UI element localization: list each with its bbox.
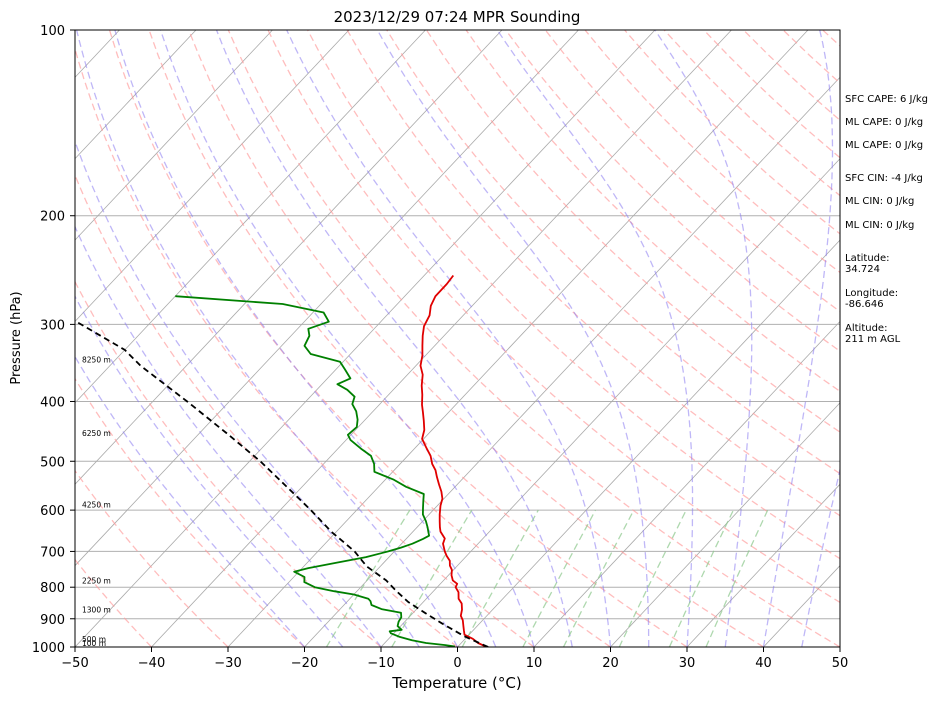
height-label: 8250 m bbox=[82, 355, 111, 364]
plot-frame bbox=[75, 30, 840, 647]
ml-cape-stat: ML CAPE: 0 J/kg bbox=[845, 140, 923, 151]
isotherm-line bbox=[0, 30, 196, 647]
altitude-stat: Altitude: 211 m AGL bbox=[845, 323, 900, 345]
moist-adiabat-line bbox=[15, 30, 381, 647]
y-axis-label: Pressure (hPa) bbox=[9, 291, 24, 384]
ml-cape-stat: ML CAPE: 0 J/kg bbox=[845, 117, 923, 128]
height-label: 6250 m bbox=[82, 429, 111, 438]
y-tick-label: 1000 bbox=[32, 641, 65, 656]
isotherm-line bbox=[152, 30, 732, 647]
height-label: 2250 m bbox=[82, 576, 111, 585]
background-lines bbox=[0, 30, 947, 647]
y-tick-label: 300 bbox=[40, 318, 65, 333]
mixing-ratio-line bbox=[706, 510, 768, 647]
y-tick-label: 200 bbox=[40, 210, 65, 225]
y-tick-label: 600 bbox=[40, 504, 65, 519]
x-tick-label: −10 bbox=[367, 656, 394, 671]
chart-title: 2023/12/29 07:24 MPR Sounding bbox=[334, 8, 581, 26]
y-tick-label: 500 bbox=[40, 455, 65, 470]
y-tick-label: 400 bbox=[40, 395, 65, 410]
isotherm-line bbox=[228, 30, 808, 647]
mixing-ratio-line bbox=[669, 510, 733, 647]
axes: 1002003004005006007008009001000−50−40−30… bbox=[32, 24, 848, 671]
dry-adiabat-line bbox=[0, 30, 228, 647]
height-label: 4250 m bbox=[82, 501, 111, 510]
x-tick-label: 20 bbox=[602, 656, 619, 671]
x-tick-label: −20 bbox=[291, 656, 318, 671]
dry-adiabat-line bbox=[70, 30, 534, 647]
x-tick-label: −50 bbox=[61, 656, 88, 671]
ml-cin-stat: ML CIN: 0 J/kg bbox=[845, 196, 914, 207]
x-tick-label: −30 bbox=[214, 656, 241, 671]
dry-adiabat-line bbox=[30, 30, 457, 647]
y-tick-label: 900 bbox=[40, 613, 65, 628]
height-label: 500 m bbox=[82, 635, 106, 644]
y-tick-label: 800 bbox=[40, 581, 65, 596]
latitude-stat: Latitude: 34.724 bbox=[845, 253, 890, 275]
x-tick-label: 50 bbox=[832, 656, 849, 671]
moist-adiabat-line bbox=[115, 30, 496, 647]
x-tick-label: −40 bbox=[138, 656, 165, 671]
mixing-ratio-line bbox=[619, 510, 686, 647]
moist-adiabat-line bbox=[44, 30, 420, 647]
y-tick-label: 700 bbox=[40, 545, 65, 560]
x-tick-label: 30 bbox=[679, 656, 696, 671]
ml-cin-stat: ML CIN: 0 J/kg bbox=[845, 220, 914, 231]
mixing-ratio-line bbox=[392, 510, 472, 647]
isotherm-line bbox=[0, 30, 578, 647]
mixing-ratio-line bbox=[523, 510, 596, 647]
dry-adiabat-line bbox=[189, 30, 764, 647]
sfc-cape-stat: SFC CAPE: 6 J/kg bbox=[845, 94, 928, 105]
dry-adiabat-line bbox=[228, 30, 840, 647]
y-tick-label: 100 bbox=[40, 24, 65, 39]
isotherm-line bbox=[305, 30, 885, 647]
sfc-cin-stat: SFC CIN: -4 J/kg bbox=[845, 173, 923, 184]
x-tick-label: 40 bbox=[755, 656, 772, 671]
height-label: 1300 m bbox=[82, 606, 111, 615]
x-axis-label: Temperature (°C) bbox=[391, 674, 521, 692]
mixing-ratio-line bbox=[462, 510, 538, 647]
dry-adiabat-line bbox=[110, 30, 611, 647]
x-tick-label: 0 bbox=[453, 656, 461, 671]
moist-adiabat-line bbox=[217, 30, 573, 647]
dewpoint-profile bbox=[175, 296, 455, 646]
moist-adiabat-line bbox=[655, 30, 752, 647]
x-tick-label: 10 bbox=[526, 656, 543, 671]
longitude-stat: Longitude: -86.646 bbox=[845, 288, 898, 310]
moist-adiabat-line bbox=[77, 30, 458, 647]
